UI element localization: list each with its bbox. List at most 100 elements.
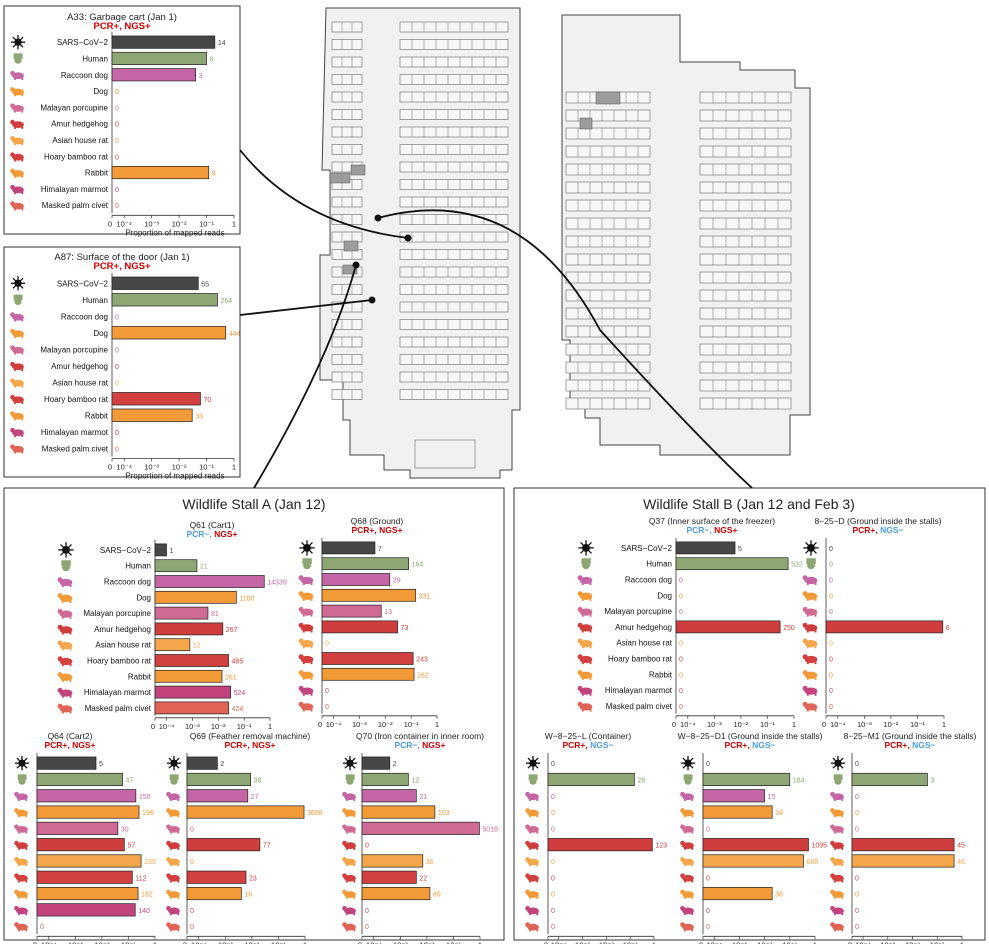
hand-icon (806, 558, 816, 570)
ngs-status: NGS+ (72, 740, 95, 750)
species-label: Malayan porcupine (40, 103, 108, 112)
raccoon-dog-icon (680, 791, 694, 801)
bar-civet (154, 701, 229, 715)
read-count-label: 2 (220, 761, 224, 768)
link-stall-a (253, 264, 357, 489)
species-label: Raccoon dog (61, 71, 108, 80)
bar-dog (321, 588, 417, 602)
stall-row (699, 271, 792, 284)
room-outline (414, 439, 476, 469)
species-label: SARS−CoV−2 (57, 279, 109, 288)
read-count-label: 485 (232, 659, 244, 666)
read-count-label: 444 (229, 331, 241, 338)
marmot-icon (342, 905, 356, 916)
bar-virus (321, 541, 376, 555)
read-count-label: 29 (393, 578, 401, 585)
x-tick-label: 10⁻³ (144, 219, 159, 228)
species-label: Human (82, 54, 108, 63)
stall-row (331, 336, 363, 348)
species-label: Human (82, 296, 108, 305)
stall-row (331, 371, 363, 383)
bar-bamboo-rat (36, 870, 133, 884)
read-count-label: 239 (144, 859, 156, 866)
market-map-right (561, 14, 811, 456)
species-label: Rabbit (649, 670, 673, 679)
bar-marmot (36, 903, 136, 917)
species-label: Masked palm civet (606, 702, 673, 711)
rat-icon (298, 638, 314, 649)
read-count-label: 7 (378, 546, 382, 553)
stall-row (565, 307, 651, 320)
pcr-ngs-status: PCR+, NGS+ (224, 740, 275, 750)
read-count-label: 0 (855, 908, 859, 915)
dog-icon (57, 593, 73, 603)
species-label: Rabbit (85, 169, 109, 178)
read-count-label: 0 (325, 704, 329, 711)
read-count-label: 0 (40, 924, 44, 931)
stall-b-title: Wildlife Stall B (Jan 12 and Feb 3) (643, 496, 855, 512)
bamboo-rat-icon (525, 873, 539, 883)
read-count-label: 0 (325, 688, 329, 695)
x-tick-label: 10⁻⁴ (706, 940, 722, 944)
bar-hand (851, 772, 928, 786)
bamboo-rat-icon (577, 654, 593, 665)
x-tick-label: 0 (699, 940, 703, 944)
rabbit-icon (802, 670, 818, 680)
species-label: SARS−CoV−2 (100, 546, 152, 555)
civet-icon (57, 703, 73, 714)
positive-stall (350, 164, 366, 176)
bar-rabbit (702, 887, 773, 901)
link-stall-b (377, 209, 753, 489)
chart-title: Q70 (Iron container in inner room) (356, 731, 484, 741)
x-tick-label: 1 (153, 940, 157, 944)
read-count-label: 0 (855, 794, 859, 801)
pcr-status: PCR+, (884, 740, 912, 750)
bar-porcupine (361, 821, 480, 835)
pcr-ngs-status: PCR+, NGS+ (351, 525, 402, 535)
read-count-label: 0 (706, 826, 710, 833)
hedgehog-icon (10, 119, 24, 129)
bar-raccoon-dog (361, 789, 417, 803)
hand-icon (833, 774, 843, 785)
bamboo-rat-icon (680, 873, 694, 883)
chart-Q70: Q70 (Iron container in inner room)PCR−, … (342, 731, 498, 944)
stall-row (399, 126, 509, 138)
stall-row (699, 307, 792, 320)
stall-row (399, 196, 509, 208)
read-count-label: 22 (419, 875, 427, 882)
civet-icon (525, 922, 539, 932)
chart-title: W−8−25−D1 (Ground inside the stalls) (678, 731, 823, 741)
bamboo-rat-icon (830, 873, 844, 883)
bar-porcupine (154, 606, 209, 620)
marmot-icon (10, 184, 24, 195)
ngs-status: NGS− (912, 740, 935, 750)
pcr-ngs-status: PCR+, NGS+ (44, 740, 95, 750)
read-count-label: 28 (637, 777, 645, 784)
rabbit-icon (577, 670, 593, 680)
bar-rat (851, 854, 955, 868)
read-count-label: 0 (115, 105, 119, 112)
bar-raccoon-dog (702, 789, 765, 803)
species-label: Himalayan marmot (41, 428, 109, 437)
stall-row (399, 301, 509, 313)
ngs-status: NGS+ (714, 525, 737, 535)
chart-A33: A33: Garbage cart (Jan 1)PCR+, NGS+ SARS−… (10, 12, 236, 237)
marmot-icon (830, 905, 844, 916)
stall-row (331, 319, 363, 330)
bamboo-rat-icon (802, 654, 818, 665)
virus-icon (830, 756, 846, 771)
read-count-label: 182 (141, 892, 153, 899)
read-count-label: 1 (170, 548, 174, 555)
read-count-label: 0 (829, 657, 833, 664)
read-count-label: 0 (551, 859, 555, 866)
read-count-label: 184 (793, 777, 805, 784)
ngs-status: NGS− (880, 525, 903, 535)
bar-hand (154, 559, 198, 573)
x-axis-label: Proportion of mapped reads (125, 228, 224, 237)
pcr-status: PCR+, (852, 525, 880, 535)
x-tick-label: 10⁻¹ (623, 940, 638, 944)
species-label: Himalayan marmot (41, 185, 109, 194)
x-tick-label: 0 (108, 463, 112, 472)
chart-title: Q61 (Cart1) (190, 520, 235, 530)
read-count-label: 0 (115, 203, 119, 210)
